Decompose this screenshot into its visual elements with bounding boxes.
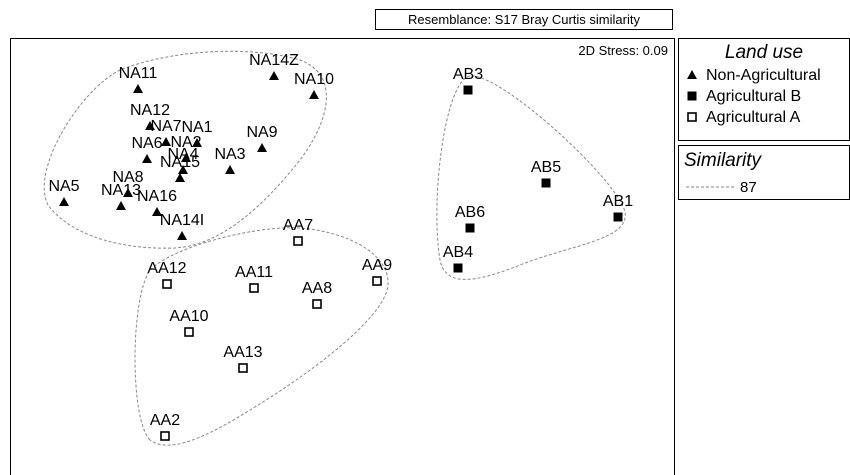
point-label: NA5 (48, 178, 79, 195)
point (133, 84, 143, 93)
point-label: NA13 (101, 182, 141, 199)
point (116, 201, 126, 210)
chart-title: Resemblance: S17 Bray Curtis similarity (408, 12, 640, 27)
point (453, 263, 463, 273)
point-label: NA7 (150, 118, 181, 135)
point-label: AA7 (283, 217, 313, 234)
point-label: NA11 (119, 65, 158, 82)
point (162, 279, 172, 289)
point-label: AA8 (302, 280, 332, 297)
point-label: AA10 (169, 308, 208, 325)
point-label: AA11 (235, 264, 273, 281)
point (123, 188, 133, 197)
point (177, 231, 187, 240)
point-label: AB5 (531, 159, 561, 176)
point-label: NA4 (167, 146, 198, 163)
point-label: AA12 (147, 260, 186, 277)
legend-marker (687, 112, 697, 122)
point-label: AB4 (443, 244, 473, 261)
contour (436, 75, 626, 280)
point (372, 276, 382, 286)
point (312, 299, 322, 309)
point-label: AA9 (362, 257, 392, 274)
point (269, 71, 279, 80)
stress-annotation: 2D Stress: 0.09 (578, 43, 668, 58)
point-label: NA12 (130, 102, 170, 119)
point-label: NA14I (160, 212, 204, 229)
point (142, 154, 152, 163)
point-label: NA3 (214, 146, 245, 163)
point-label: NA15 (160, 154, 200, 171)
point-label: AA13 (223, 344, 262, 361)
point (184, 327, 194, 337)
point-label: NA2 (170, 134, 201, 151)
point-label: AB6 (455, 204, 485, 221)
point (309, 90, 319, 99)
point (152, 207, 162, 216)
point-label: NA14Z (249, 52, 299, 69)
point-label: NA16 (137, 188, 177, 205)
point (225, 165, 235, 174)
point-label: AB1 (603, 193, 633, 210)
legend-title: Land use (725, 42, 803, 63)
contour (134, 227, 389, 446)
point (293, 236, 303, 246)
point-label: AA2 (150, 412, 180, 429)
legend-marker (687, 70, 697, 79)
point-label: AB3 (453, 66, 483, 83)
point-label: NA6 (131, 135, 162, 152)
point (178, 165, 188, 174)
similarity-contours (43, 50, 626, 446)
point (465, 223, 475, 233)
point (161, 137, 171, 146)
point (59, 197, 69, 206)
contour-legend-label: 87 (740, 179, 757, 196)
point (249, 283, 259, 293)
legend-label: Non-Agricultural (706, 67, 821, 84)
point (181, 153, 191, 162)
point (541, 178, 551, 188)
legend-label: Agricultural B (706, 88, 801, 105)
contour (43, 50, 327, 249)
point-label: NA9 (246, 124, 277, 141)
point (145, 121, 155, 130)
point (463, 85, 473, 95)
point (160, 431, 170, 441)
legend-label: Agricultural A (706, 109, 801, 126)
point (238, 363, 248, 373)
legend-marker (687, 91, 697, 101)
plot-frame (10, 38, 675, 475)
title-box (375, 9, 673, 30)
point (192, 138, 202, 147)
point-label: NA1 (181, 119, 212, 136)
contour-legend-title: Similarity (684, 150, 763, 171)
point (257, 143, 267, 152)
point-label: NA8 (112, 169, 143, 186)
point-label: NA10 (294, 71, 334, 88)
point (613, 212, 623, 222)
point (175, 173, 185, 182)
